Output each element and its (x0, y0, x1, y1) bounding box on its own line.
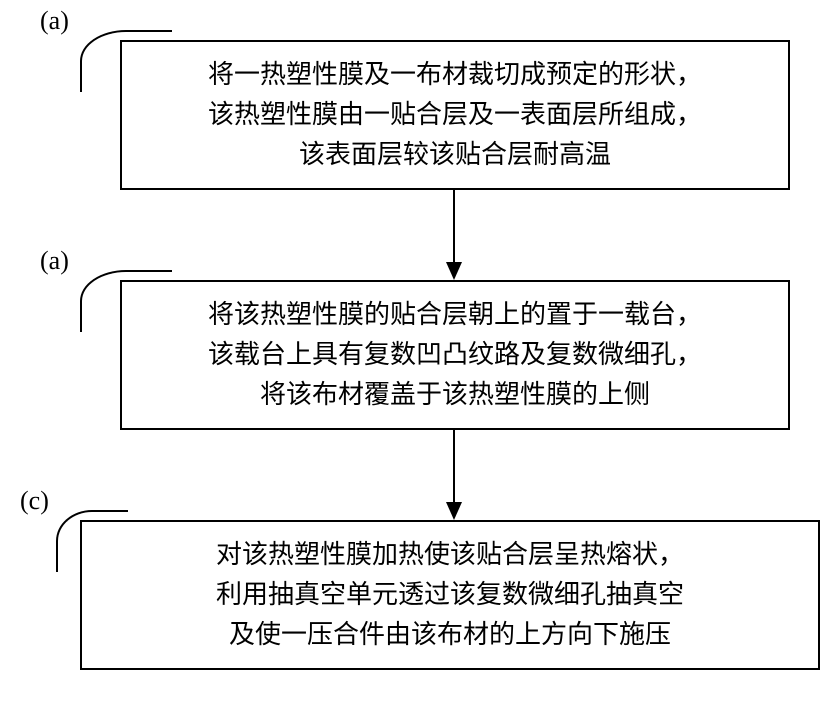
step-label-a1: (a) (40, 6, 69, 36)
step-box-2: 将该热塑性膜的贴合层朝上的置于一载台， 该载台上具有复数凹凸纹路及复数微细孔， … (120, 280, 790, 430)
step2-line2: 该载台上具有复数凹凸纹路及复数微细孔， (208, 335, 702, 375)
step3-line1: 对该热塑性膜加热使该贴合层呈热熔状， (216, 535, 684, 575)
step1-line3: 该表面层较该贴合层耐高温 (299, 135, 611, 175)
step-label-a2: (a) (40, 246, 69, 276)
arrow-1-head (446, 262, 462, 280)
arrow-1-line (453, 190, 455, 262)
step1-line2: 该热塑性膜由一贴合层及一表面层所组成， (208, 95, 702, 135)
step-box-1: 将一热塑性膜及一布材裁切成预定的形状， 该热塑性膜由一贴合层及一表面层所组成， … (120, 40, 790, 190)
step-box-3: 对该热塑性膜加热使该贴合层呈热熔状， 利用抽真空单元透过该复数微细孔抽真空 及使… (80, 520, 820, 670)
step2-line3: 将该布材覆盖于该热塑性膜的上侧 (260, 375, 650, 415)
step3-line2: 利用抽真空单元透过该复数微细孔抽真空 (216, 575, 684, 615)
flowchart-canvas: (a) 将一热塑性膜及一布材裁切成预定的形状， 该热塑性膜由一贴合层及一表面层所… (0, 0, 840, 720)
step-label-c: (c) (20, 486, 49, 516)
arrow-2-head (446, 502, 462, 520)
step1-line1: 将一热塑性膜及一布材裁切成预定的形状， (208, 55, 702, 95)
step3-line3: 及使一压合件由该布材的上方向下施压 (229, 615, 671, 655)
step2-line1: 将该热塑性膜的贴合层朝上的置于一载台， (208, 295, 702, 335)
arrow-2-line (453, 430, 455, 502)
